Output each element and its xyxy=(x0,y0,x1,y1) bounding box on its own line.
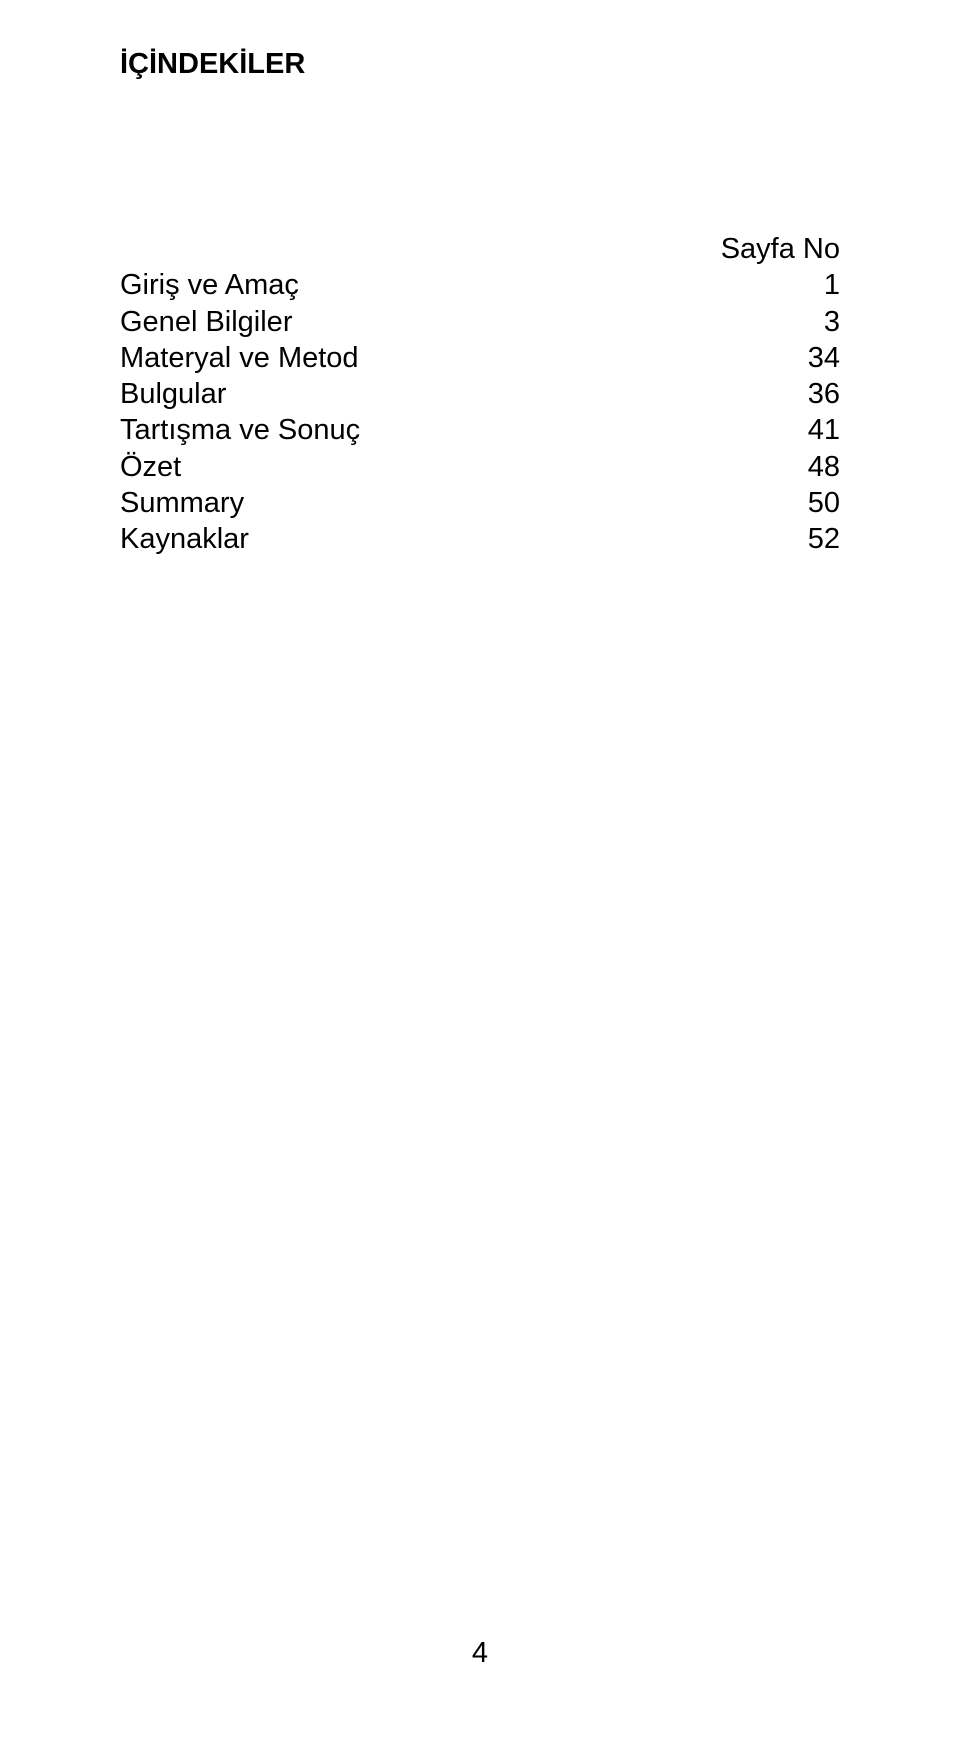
toc-row-page: 48 xyxy=(720,449,840,485)
toc-row: Giriş ve Amaç 1 xyxy=(120,267,840,303)
toc-row-label: Tartışma ve Sonuç xyxy=(120,412,720,448)
toc-row: Özet 48 xyxy=(120,449,840,485)
toc-row: Tartışma ve Sonuç 41 xyxy=(120,412,840,448)
toc-row-page: 1 xyxy=(720,267,840,303)
toc-row-label: Bulgular xyxy=(120,376,720,412)
toc-row: Materyal ve Metod 34 xyxy=(120,340,840,376)
toc-header-page-label: Sayfa No xyxy=(720,231,840,267)
page-title: İÇİNDEKİLER xyxy=(120,48,840,81)
toc-row-label: Özet xyxy=(120,449,720,485)
toc-row-page: 34 xyxy=(720,340,840,376)
toc-row-label: Materyal ve Metod xyxy=(120,340,720,376)
document-page: İÇİNDEKİLER Sayfa No Giriş ve Amaç 1 Gen… xyxy=(0,0,960,1740)
toc-row-page: 41 xyxy=(720,412,840,448)
toc-row: Bulgular 36 xyxy=(120,376,840,412)
toc-row-label: Giriş ve Amaç xyxy=(120,267,720,303)
toc-row-label: Kaynaklar xyxy=(120,521,720,557)
table-of-contents: Sayfa No Giriş ve Amaç 1 Genel Bilgiler … xyxy=(120,231,840,557)
toc-row-page: 50 xyxy=(720,485,840,521)
toc-row: Kaynaklar 52 xyxy=(120,521,840,557)
toc-header-row: Sayfa No xyxy=(120,231,840,267)
toc-row: Genel Bilgiler 3 xyxy=(120,304,840,340)
toc-row-page: 36 xyxy=(720,376,840,412)
page-number: 4 xyxy=(0,1637,960,1670)
toc-row-label: Summary xyxy=(120,485,720,521)
toc-row-page: 3 xyxy=(720,304,840,340)
toc-row: Summary 50 xyxy=(120,485,840,521)
toc-row-label: Genel Bilgiler xyxy=(120,304,720,340)
toc-row-page: 52 xyxy=(720,521,840,557)
